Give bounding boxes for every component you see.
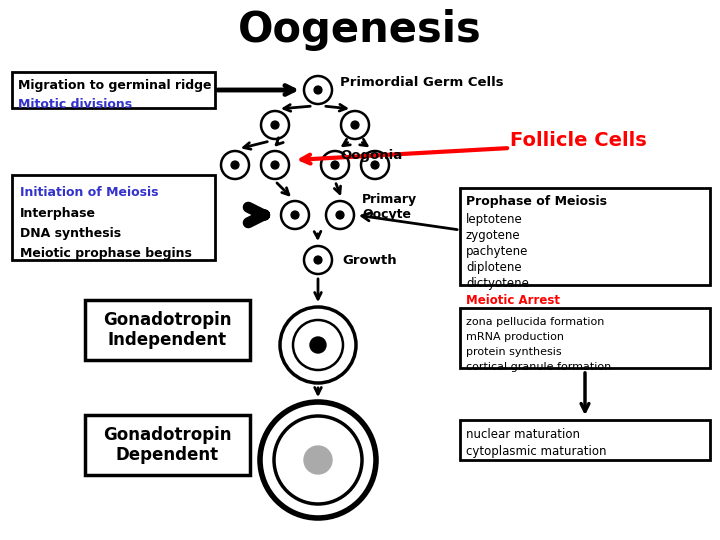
Circle shape (231, 161, 239, 169)
Circle shape (326, 201, 354, 229)
Text: Follicle Cells: Follicle Cells (510, 131, 647, 150)
Circle shape (361, 151, 389, 179)
Text: cortical granule formation: cortical granule formation (466, 362, 611, 372)
Circle shape (281, 201, 309, 229)
Circle shape (351, 121, 359, 129)
Circle shape (336, 211, 344, 219)
Circle shape (221, 151, 249, 179)
Circle shape (274, 416, 362, 504)
Text: Oogonia: Oogonia (340, 148, 402, 161)
Circle shape (271, 121, 279, 129)
Circle shape (271, 161, 279, 169)
Circle shape (314, 86, 322, 94)
Text: Primordial Germ Cells: Primordial Germ Cells (340, 76, 503, 89)
Bar (460, 308, 710, 368)
Circle shape (371, 161, 379, 169)
Text: Oogenesis: Oogenesis (238, 9, 482, 51)
Text: Gonadotropin
Dependent: Gonadotropin Dependent (103, 426, 232, 464)
Text: Meiotic Arrest: Meiotic Arrest (466, 294, 560, 307)
Circle shape (304, 446, 332, 474)
Text: Prophase of Meiosis: Prophase of Meiosis (466, 195, 607, 208)
Text: cytoplasmic maturation: cytoplasmic maturation (466, 446, 606, 458)
Circle shape (280, 307, 356, 383)
Text: Initiation of Meiosis: Initiation of Meiosis (20, 186, 158, 199)
Circle shape (291, 211, 299, 219)
Bar (85, 415, 250, 475)
Text: Gonadotropin
Independent: Gonadotropin Independent (103, 310, 232, 349)
Text: nuclear maturation: nuclear maturation (466, 428, 580, 441)
Bar (460, 420, 710, 460)
Text: zona pellucida formation: zona pellucida formation (466, 317, 604, 327)
Circle shape (304, 76, 332, 104)
Circle shape (321, 151, 349, 179)
Text: diplotene: diplotene (466, 261, 521, 274)
Bar (12, 175, 215, 260)
Circle shape (261, 151, 289, 179)
Text: protein synthesis: protein synthesis (466, 347, 562, 357)
Text: pachytene: pachytene (466, 246, 528, 259)
Circle shape (260, 402, 376, 518)
Bar (460, 188, 710, 285)
Text: Growth: Growth (342, 253, 397, 267)
Text: dictyotene: dictyotene (466, 278, 529, 291)
Circle shape (314, 256, 322, 264)
Bar (12, 72, 215, 108)
Text: Migration to germinal ridge: Migration to germinal ridge (18, 79, 212, 92)
Text: mRNA production: mRNA production (466, 332, 564, 342)
Text: Interphase: Interphase (20, 206, 96, 219)
Circle shape (331, 161, 339, 169)
Text: leptotene: leptotene (466, 213, 523, 226)
Circle shape (310, 337, 326, 353)
Circle shape (293, 320, 343, 370)
Text: DNA synthesis: DNA synthesis (20, 226, 121, 240)
Circle shape (261, 111, 289, 139)
Circle shape (304, 246, 332, 274)
Text: Mitotic divisions: Mitotic divisions (18, 98, 132, 111)
Text: Meiotic prophase begins: Meiotic prophase begins (20, 246, 192, 260)
Text: zygotene: zygotene (466, 230, 521, 242)
Bar (85, 300, 250, 360)
Text: Primary
Oocyte: Primary Oocyte (362, 193, 417, 221)
Circle shape (341, 111, 369, 139)
